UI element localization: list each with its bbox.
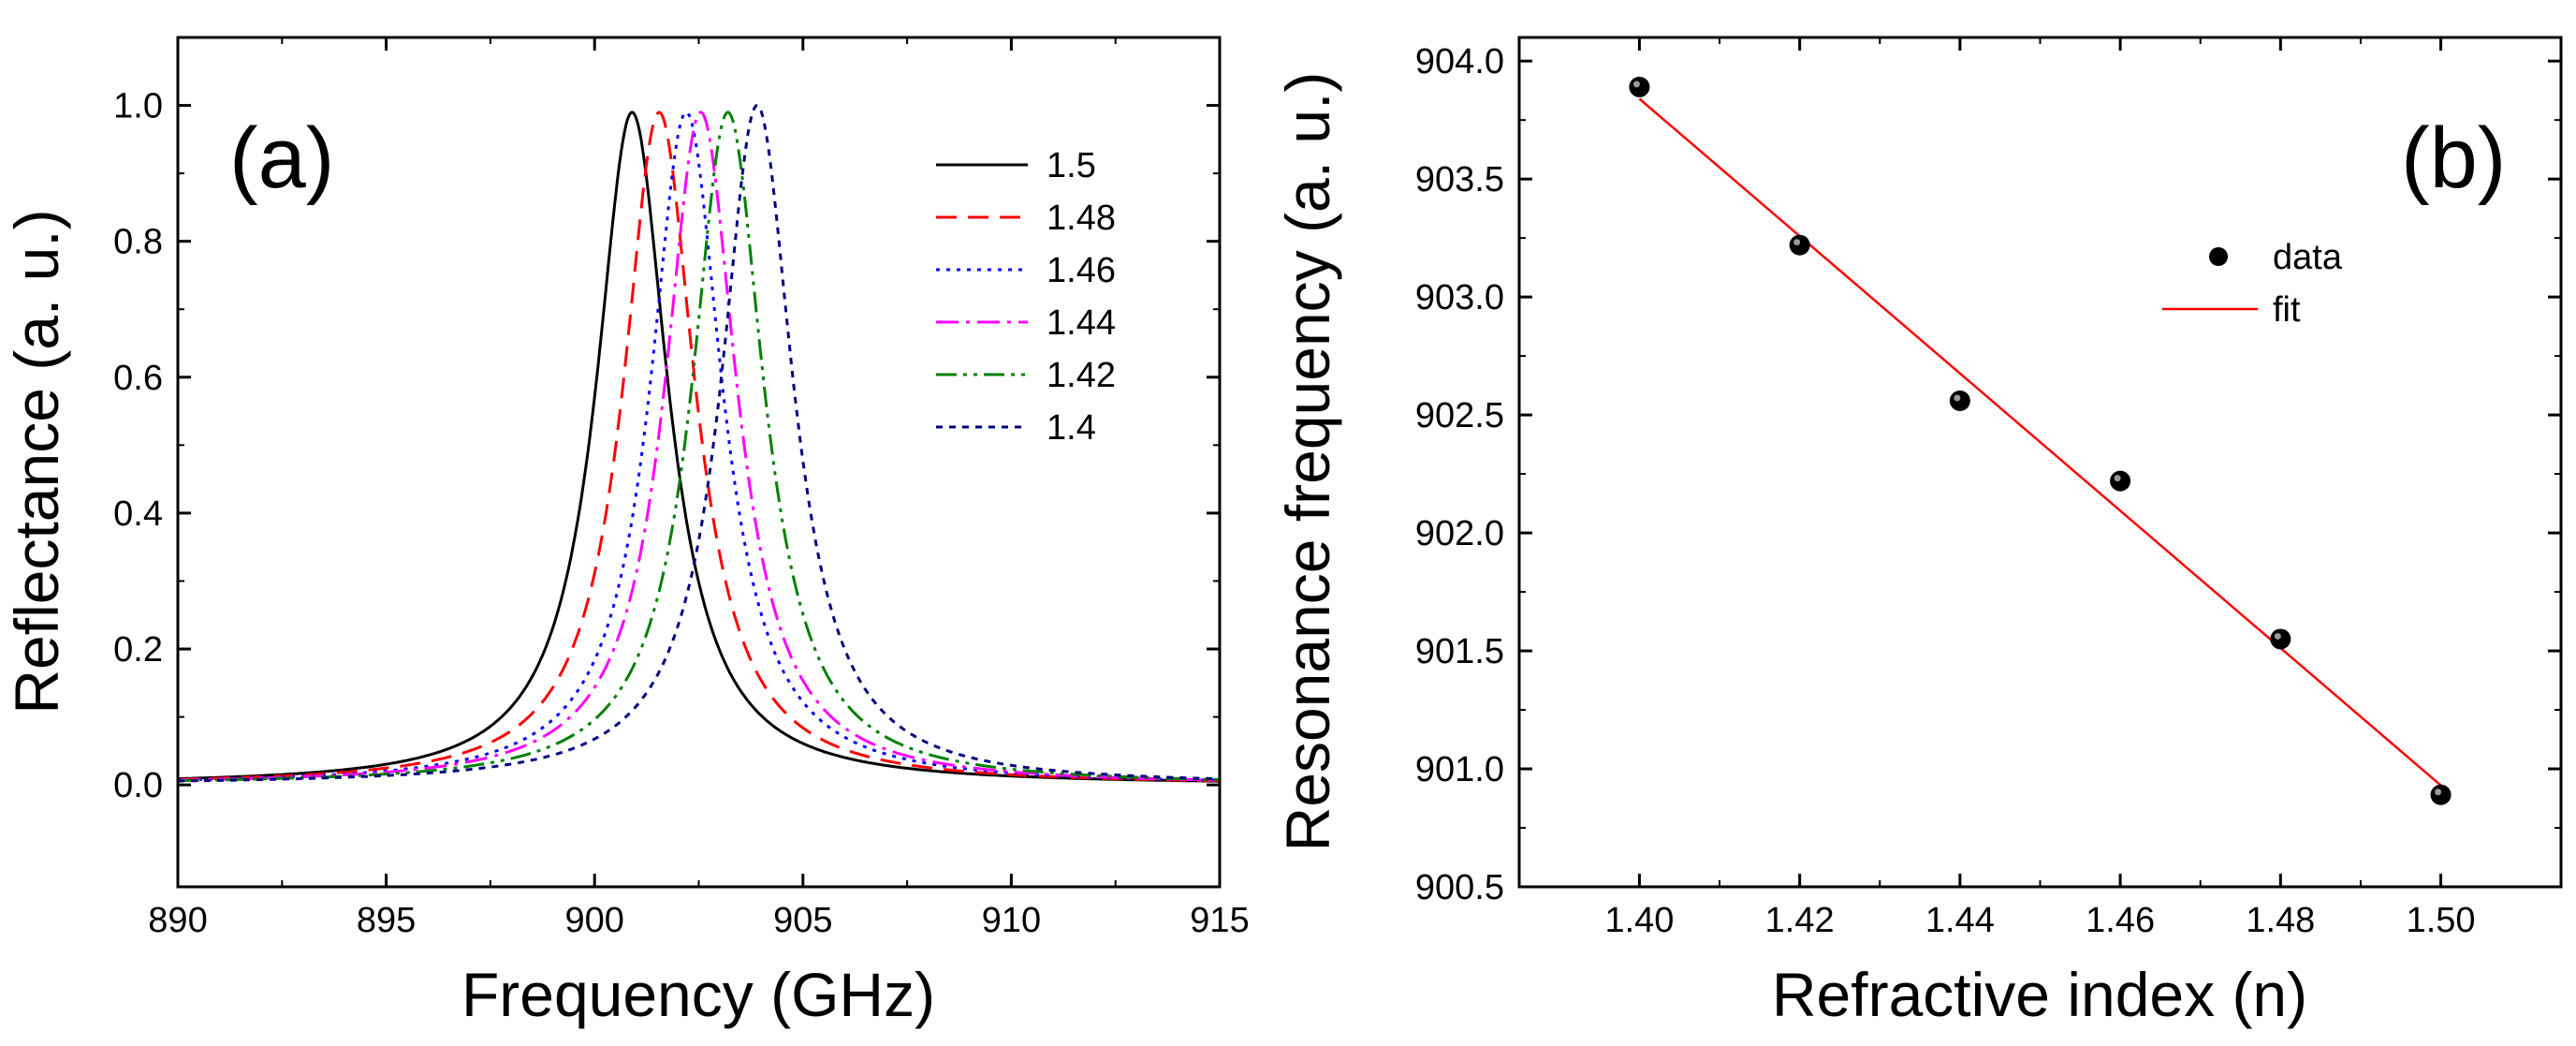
panel-a-x-tick-label: 910 bbox=[982, 901, 1041, 940]
panel-a-x-tick-label: 895 bbox=[357, 901, 416, 940]
panel-a-y-tick-label: 0.4 bbox=[113, 494, 163, 534]
legend-label-n-1.5: 1.5 bbox=[1046, 146, 1096, 185]
panel-a-x-tick-label: 900 bbox=[564, 901, 623, 940]
panel-b-y-tick-label: 903.0 bbox=[1415, 278, 1504, 317]
panel-a-reflectance-spectra: 890 895 900 905 910 915 0.0 0.2 0.4 0.6 0.8 1.0 (a)… bbox=[2, 36, 1250, 1029]
panel-a-x-axis-title: Frequency (GHz) bbox=[461, 960, 935, 1029]
panel-a-label: (a) bbox=[229, 110, 334, 206]
panel-b-y-tick-label: 902.0 bbox=[1415, 514, 1504, 553]
data-point-highlight bbox=[1954, 394, 1961, 402]
panel-a-x-tick-label: 905 bbox=[773, 901, 832, 940]
panel-a-y-tick-label: 0.8 bbox=[113, 223, 163, 262]
data-point bbox=[1629, 76, 1650, 97]
data-point bbox=[2270, 628, 2291, 650]
panel-b-label: (b) bbox=[2401, 110, 2506, 206]
data-point-highlight bbox=[1793, 239, 1801, 246]
panel-a-y-tick-label: 0.0 bbox=[113, 766, 163, 805]
panel-a-x-tick-label: 890 bbox=[148, 901, 207, 940]
panel-b-x-tick-label: 1.42 bbox=[1765, 901, 1835, 940]
panel-b-y-tick-label: 904.0 bbox=[1415, 42, 1504, 81]
legend-label-n-1.48: 1.48 bbox=[1046, 199, 1116, 238]
panel-b-y-tick-label: 901.0 bbox=[1415, 750, 1504, 789]
fit-line bbox=[1638, 97, 2442, 787]
data-point bbox=[2110, 470, 2131, 492]
panel-a-y-tick-label: 0.6 bbox=[113, 359, 163, 398]
data-point-highlight bbox=[2114, 475, 2121, 482]
panel-b-ticks: 1.40 1.42 1.44 1.46 1.48 1.50 900.5 901.0 901.5 9… bbox=[1415, 37, 2561, 940]
data-point bbox=[1949, 390, 1970, 411]
panel-a-y-tick-label: 1.0 bbox=[113, 87, 163, 126]
legend-label-n-1.4: 1.4 bbox=[1046, 408, 1096, 448]
legend-label-n-1.44: 1.44 bbox=[1046, 303, 1116, 343]
panel-b-x-tick-label: 1.46 bbox=[2086, 901, 2155, 940]
panel-b-x-tick-label: 1.50 bbox=[2407, 901, 2476, 940]
panel-b-resonance-vs-index: 1.40 1.42 1.44 1.46 1.48 1.50 900.5 901.0 901.5 9… bbox=[1273, 36, 2563, 1029]
panel-b-legend: data fit bbox=[2162, 238, 2343, 330]
panel-b-y-tick-label: 900.5 bbox=[1415, 868, 1504, 907]
panel-b-y-tick-label: 903.5 bbox=[1415, 160, 1504, 199]
legend-label-n-1.46: 1.46 bbox=[1046, 251, 1116, 290]
panel-a-curves bbox=[177, 104, 1221, 783]
panel-b-marks bbox=[1629, 76, 2452, 805]
panel-a-y-axis-title: Reflectance (a. u.) bbox=[2, 209, 71, 714]
panel-b-y-tick-label: 901.5 bbox=[1415, 632, 1504, 671]
data-point-highlight bbox=[2435, 788, 2442, 796]
legend-data-marker bbox=[2209, 247, 2228, 266]
legend-label-n-1.42: 1.42 bbox=[1046, 356, 1116, 395]
data-point bbox=[2430, 784, 2452, 805]
panel-a-x-tick-label: 915 bbox=[1190, 901, 1249, 940]
legend-fit-label: fit bbox=[2273, 290, 2301, 330]
panel-a-y-tick-label: 0.2 bbox=[113, 630, 163, 670]
data-point bbox=[1789, 234, 1810, 256]
panel-a-ticks: 890 895 900 905 910 915 0.0 0.2 0.4 0.6 0.8 1.0 bbox=[113, 37, 1250, 940]
data-point-highlight bbox=[2274, 632, 2281, 640]
panel-a-legend: 1.5 1.48 1.46 1.44 1.42 1.4 bbox=[936, 146, 1116, 448]
data-point-highlight bbox=[1632, 81, 1640, 88]
panel-b-y-axis-title: Resonance frequency (a. u.) bbox=[1273, 72, 1342, 852]
panel-b-x-tick-label: 1.44 bbox=[1925, 901, 1995, 940]
panel-b-x-axis-title: Refractive index (n) bbox=[1772, 960, 2307, 1029]
panel-b-x-tick-label: 1.40 bbox=[1604, 901, 1674, 940]
panel-b-y-tick-label: 902.5 bbox=[1415, 396, 1504, 435]
legend-data-label: data bbox=[2273, 238, 2343, 277]
panel-a-curve-n-1.4 bbox=[178, 104, 1220, 783]
panel-b-x-tick-label: 1.48 bbox=[2246, 901, 2315, 940]
